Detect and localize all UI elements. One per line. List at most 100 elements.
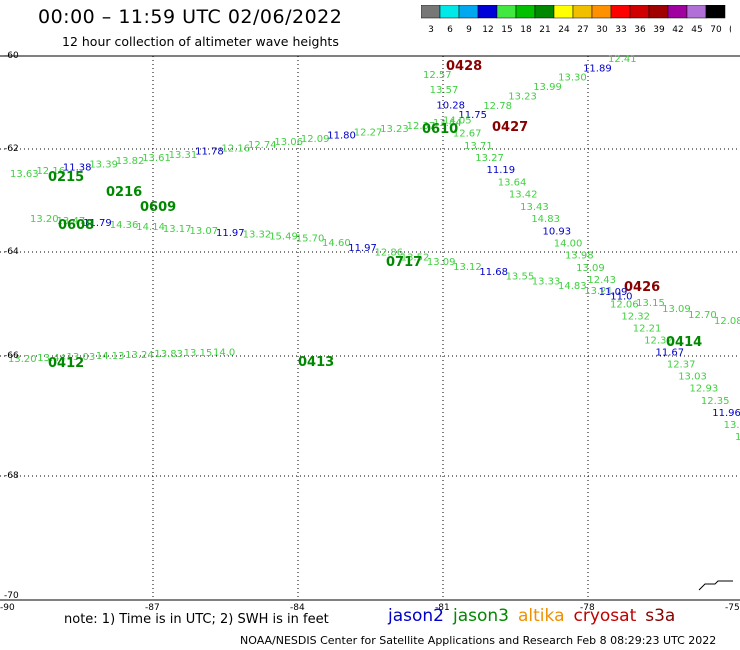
swh-reading: 12.16 bbox=[222, 143, 251, 154]
pass-time-label: 0426 bbox=[624, 280, 660, 295]
swh-reading: 14.00 bbox=[554, 238, 583, 249]
swh-reading: 13.09 bbox=[427, 257, 456, 268]
swh-reading: 12.78 bbox=[483, 101, 512, 112]
swh-reading: 11.79 bbox=[83, 218, 112, 229]
swh-reading: 13.09 bbox=[662, 304, 691, 315]
swh-reading: 11.80 bbox=[327, 131, 356, 142]
swh-reading: 12.27 bbox=[354, 127, 383, 138]
scale-label: 45 bbox=[691, 25, 702, 35]
swh-reading: 13.47 bbox=[57, 216, 86, 227]
swh-reading: 11.0 bbox=[610, 292, 632, 303]
swh-reading: 12.41 bbox=[608, 54, 637, 65]
satellite-legend-item: s3a bbox=[645, 606, 676, 626]
lat-tick-label: -64 bbox=[4, 247, 19, 257]
pass-time-label: 0610 bbox=[422, 122, 458, 137]
swh-reading: 13.06 bbox=[274, 137, 303, 148]
swh-reading: 13.43 bbox=[520, 202, 549, 213]
satellite-legend-item: altika bbox=[518, 606, 565, 626]
swh-reading: 13.63 bbox=[10, 169, 39, 180]
swh-reading: 14.14 bbox=[136, 222, 165, 233]
swh-reading: 11.19 bbox=[487, 165, 516, 176]
swh-reading: 12.67 bbox=[453, 129, 482, 140]
scale-label: 9 bbox=[466, 25, 472, 35]
swh-reading: 13.57 bbox=[430, 85, 459, 96]
swh-reading: 13.17 bbox=[163, 224, 192, 235]
scale-unit: (ft) bbox=[729, 25, 731, 35]
lat-tick-label: -66 bbox=[4, 351, 19, 361]
swh-reading: 13.71 bbox=[464, 141, 493, 152]
swh-reading: 12.32 bbox=[621, 311, 650, 322]
swh-reading: 13.09 bbox=[576, 263, 605, 274]
scale-swatch bbox=[705, 5, 726, 19]
satellite-legend-item: cryosat bbox=[573, 606, 637, 626]
swh-reading: 12.08 bbox=[714, 316, 740, 327]
swh-reading: 12.09 bbox=[301, 134, 330, 145]
swh-reading: 13.33 bbox=[532, 276, 561, 287]
swh-reading: 13.64 bbox=[498, 177, 527, 188]
swh-reading: 11.78 bbox=[195, 147, 224, 158]
swh-reading: 13.03 bbox=[67, 352, 96, 363]
swh-reading: 13.20 bbox=[30, 214, 59, 225]
swh-reading: 12.86 bbox=[374, 248, 403, 259]
swh-reading: 14.36 bbox=[110, 220, 139, 231]
pass-time-label: 0609 bbox=[140, 200, 176, 215]
satellite-legend-item: jason3 bbox=[453, 606, 509, 626]
lon-tick-label: -84 bbox=[290, 603, 305, 613]
swh-reading: 11.38 bbox=[63, 163, 92, 174]
swh-reading: 13.06 bbox=[735, 432, 740, 443]
swh-reading: 13.99 bbox=[533, 82, 562, 93]
pass-time-label: 0413 bbox=[298, 355, 334, 370]
scale-label: 42 bbox=[672, 25, 683, 35]
pass-time-label: 0414 bbox=[666, 335, 702, 350]
swh-reading: 13.27 bbox=[475, 153, 504, 164]
lat-tick-label: -70 bbox=[4, 591, 19, 601]
swh-reading: 12.32 bbox=[644, 335, 673, 346]
swh-reading: 13.44 bbox=[433, 118, 462, 129]
lon-tick-label: -78 bbox=[580, 603, 595, 613]
pass-time-label: 0412 bbox=[48, 356, 84, 371]
swh-reading: 13.55 bbox=[506, 272, 535, 283]
swh-reading: 13.32 bbox=[243, 230, 272, 241]
swh-reading: 12.37 bbox=[407, 121, 436, 132]
swh-reading: 12.93 bbox=[690, 384, 719, 395]
swh-reading: 13.12 bbox=[453, 262, 482, 273]
satellite-legend: jason2 jason3 altika cryosat s3a bbox=[388, 606, 684, 626]
scale-label: 18 bbox=[520, 25, 532, 35]
pass-time-label: 0215 bbox=[48, 170, 84, 185]
swh-reading: 13.24 bbox=[125, 350, 154, 361]
swh-reading: 13.83 bbox=[154, 349, 183, 360]
swh-reading: 11.09 bbox=[599, 287, 628, 298]
swh-reading: 11.97 bbox=[216, 228, 245, 239]
scale-label: 36 bbox=[634, 25, 646, 35]
lon-tick-label: -87 bbox=[145, 603, 160, 613]
swh-reading: 11.75 bbox=[458, 110, 487, 121]
swh-reading: 13.23 bbox=[380, 124, 409, 135]
swh-reading: 12.35 bbox=[701, 396, 730, 407]
wave-height-readings: 13.6312.1611.3813.3913.8213.6113.3111.78… bbox=[8, 54, 740, 443]
scale-label: 12 bbox=[482, 25, 493, 35]
scale-label: 15 bbox=[501, 25, 512, 35]
swh-reading: 13.31 bbox=[169, 150, 198, 161]
pass-time-label: 0717 bbox=[386, 255, 422, 270]
swh-reading: 13.15 bbox=[636, 298, 665, 309]
pass-time-label: 0428 bbox=[446, 59, 482, 74]
swh-reading: 11.96 bbox=[712, 408, 740, 419]
scale-label: 6 bbox=[447, 25, 453, 35]
lon-tick-label: -75 bbox=[725, 603, 740, 613]
map-title: 00:00 – 11:59 UTC 02/06/2022 bbox=[38, 6, 343, 28]
swh-reading: 11.97 bbox=[348, 243, 377, 254]
swh-reading: 13.03 bbox=[678, 372, 707, 383]
swh-reading: 14.83 bbox=[558, 281, 587, 292]
swh-reading: 13.44 bbox=[37, 353, 66, 364]
swh-reading: 15.70 bbox=[296, 234, 325, 245]
lat-lon-grid bbox=[0, 55, 740, 601]
lat-tick-label: -68 bbox=[4, 471, 19, 481]
lat-tick-label: -62 bbox=[4, 144, 19, 154]
swh-reading: 15.49 bbox=[269, 232, 298, 243]
swh-reading: 10.28 bbox=[436, 100, 465, 111]
swh-reading: 14.05 bbox=[443, 116, 472, 127]
lat-tick-label: -60 bbox=[4, 51, 19, 61]
swh-reading: 11.67 bbox=[655, 348, 684, 359]
swh-reading: 11.89 bbox=[583, 63, 612, 74]
